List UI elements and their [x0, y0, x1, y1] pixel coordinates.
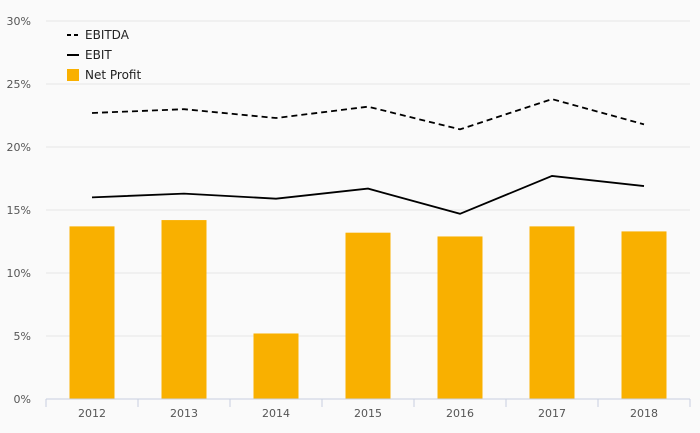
- x-tick-label: 2017: [538, 407, 566, 420]
- net-profit-bars: [69, 220, 667, 399]
- x-tick-label: 2013: [170, 407, 198, 420]
- legend: EBITDA EBIT Net Profit: [67, 28, 141, 82]
- y-tick-label: 0%: [14, 393, 31, 406]
- bar-net-profit-2018: [621, 231, 667, 399]
- y-tick-label: 10%: [7, 267, 31, 280]
- bar-net-profit-2016: [437, 236, 483, 399]
- x-tick-label: 2016: [446, 407, 474, 420]
- legend-swatch-net-profit: [67, 69, 79, 81]
- x-tick-label: 2018: [630, 407, 658, 420]
- x-axis: 2012 2013 2014 2015 2016 2017 2018: [45, 398, 691, 420]
- y-axis-labels: 0% 5% 10% 15% 20% 25% 30%: [7, 15, 31, 406]
- y-tick-label: 30%: [7, 15, 31, 28]
- bar-net-profit-2013: [161, 220, 207, 399]
- series-lines: [91, 98, 645, 215]
- legend-label-ebitda: EBITDA: [85, 28, 130, 42]
- x-tick-label: 2012: [78, 407, 106, 420]
- x-tick-label: 2015: [354, 407, 382, 420]
- y-tick-label: 25%: [7, 78, 31, 91]
- y-tick-label: 20%: [7, 141, 31, 154]
- line-ebit: [91, 175, 645, 215]
- bar-net-profit-2017: [529, 226, 575, 399]
- bar-net-profit-2015: [345, 232, 391, 399]
- legend-label-ebit: EBIT: [85, 48, 112, 62]
- y-tick-label: 15%: [7, 204, 31, 217]
- bar-net-profit-2012: [69, 226, 115, 399]
- x-tick-label: 2014: [262, 407, 290, 420]
- grid-lines: [46, 20, 690, 337]
- legend-label-net-profit: Net Profit: [85, 68, 141, 82]
- y-tick-label: 5%: [14, 330, 31, 343]
- line-ebitda: [91, 98, 645, 131]
- bar-net-profit-2014: [253, 333, 299, 399]
